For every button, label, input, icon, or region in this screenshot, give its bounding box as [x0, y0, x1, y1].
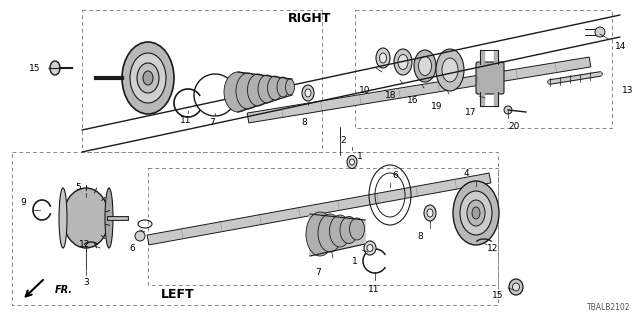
Text: 11: 11	[180, 116, 192, 125]
Ellipse shape	[453, 181, 499, 245]
Ellipse shape	[424, 205, 436, 221]
Ellipse shape	[236, 73, 260, 109]
Polygon shape	[480, 50, 484, 64]
Ellipse shape	[595, 27, 605, 37]
Polygon shape	[480, 92, 484, 106]
Text: 10: 10	[358, 85, 370, 94]
Ellipse shape	[305, 89, 311, 97]
Ellipse shape	[504, 106, 512, 114]
Ellipse shape	[398, 54, 408, 69]
Ellipse shape	[258, 75, 276, 103]
Ellipse shape	[137, 63, 159, 93]
Ellipse shape	[277, 77, 289, 97]
Ellipse shape	[135, 231, 145, 241]
Text: LEFT: LEFT	[161, 289, 195, 301]
Text: 20: 20	[508, 122, 520, 131]
Text: 8: 8	[301, 118, 307, 127]
Text: TBALB2102: TBALB2102	[586, 303, 630, 312]
Ellipse shape	[347, 156, 357, 169]
Ellipse shape	[50, 61, 60, 75]
Ellipse shape	[63, 188, 109, 248]
Text: 17: 17	[465, 108, 476, 116]
Ellipse shape	[364, 241, 376, 255]
Polygon shape	[310, 214, 365, 256]
Ellipse shape	[330, 215, 351, 247]
Ellipse shape	[302, 85, 314, 101]
Text: 2: 2	[340, 135, 346, 145]
Ellipse shape	[436, 49, 464, 91]
Text: 1: 1	[357, 152, 363, 161]
Text: RIGHT: RIGHT	[288, 12, 332, 25]
Ellipse shape	[306, 212, 334, 256]
Ellipse shape	[122, 42, 174, 114]
Ellipse shape	[340, 217, 358, 244]
Ellipse shape	[367, 244, 373, 252]
Text: 6: 6	[392, 171, 398, 180]
Ellipse shape	[349, 159, 355, 165]
Ellipse shape	[380, 53, 387, 63]
Text: FR.: FR.	[55, 285, 73, 295]
Ellipse shape	[394, 49, 412, 75]
Ellipse shape	[376, 48, 390, 68]
Ellipse shape	[442, 58, 458, 82]
Ellipse shape	[427, 209, 433, 217]
Text: 7: 7	[315, 268, 321, 277]
Ellipse shape	[472, 207, 480, 219]
Ellipse shape	[285, 79, 294, 95]
Text: 15: 15	[29, 63, 40, 73]
Text: 12: 12	[487, 244, 499, 252]
Bar	[355, 10, 612, 128]
Ellipse shape	[414, 50, 436, 82]
Polygon shape	[238, 72, 292, 112]
Ellipse shape	[130, 53, 166, 103]
Ellipse shape	[224, 72, 252, 112]
Text: 11: 11	[368, 285, 380, 294]
Ellipse shape	[509, 279, 523, 295]
Text: 12: 12	[79, 239, 90, 249]
Ellipse shape	[59, 188, 67, 248]
Text: 14: 14	[615, 42, 627, 51]
Ellipse shape	[318, 214, 342, 252]
Ellipse shape	[460, 191, 492, 235]
Text: 19: 19	[431, 101, 442, 110]
Bar	[148, 168, 498, 285]
Ellipse shape	[248, 74, 269, 106]
Text: 13: 13	[622, 85, 634, 94]
Text: 15: 15	[492, 292, 503, 300]
Ellipse shape	[419, 57, 431, 76]
Text: 4: 4	[463, 169, 469, 178]
Polygon shape	[494, 92, 498, 106]
Polygon shape	[247, 57, 591, 123]
Text: 3: 3	[83, 278, 89, 287]
FancyBboxPatch shape	[476, 62, 504, 94]
Text: 8: 8	[417, 232, 423, 241]
Ellipse shape	[349, 218, 365, 240]
Polygon shape	[494, 50, 498, 64]
Text: 5: 5	[75, 183, 81, 192]
Text: 9: 9	[20, 197, 26, 206]
Ellipse shape	[143, 71, 153, 85]
Text: 6: 6	[129, 244, 135, 252]
Text: 7: 7	[209, 118, 215, 127]
Ellipse shape	[467, 200, 485, 226]
Bar	[82, 10, 322, 152]
Polygon shape	[147, 173, 491, 245]
Text: 16: 16	[406, 95, 418, 105]
Text: 1: 1	[352, 258, 358, 267]
Ellipse shape	[268, 76, 282, 100]
Bar	[12, 152, 498, 305]
Ellipse shape	[513, 283, 520, 291]
Ellipse shape	[105, 188, 113, 248]
Text: 18: 18	[385, 91, 396, 100]
